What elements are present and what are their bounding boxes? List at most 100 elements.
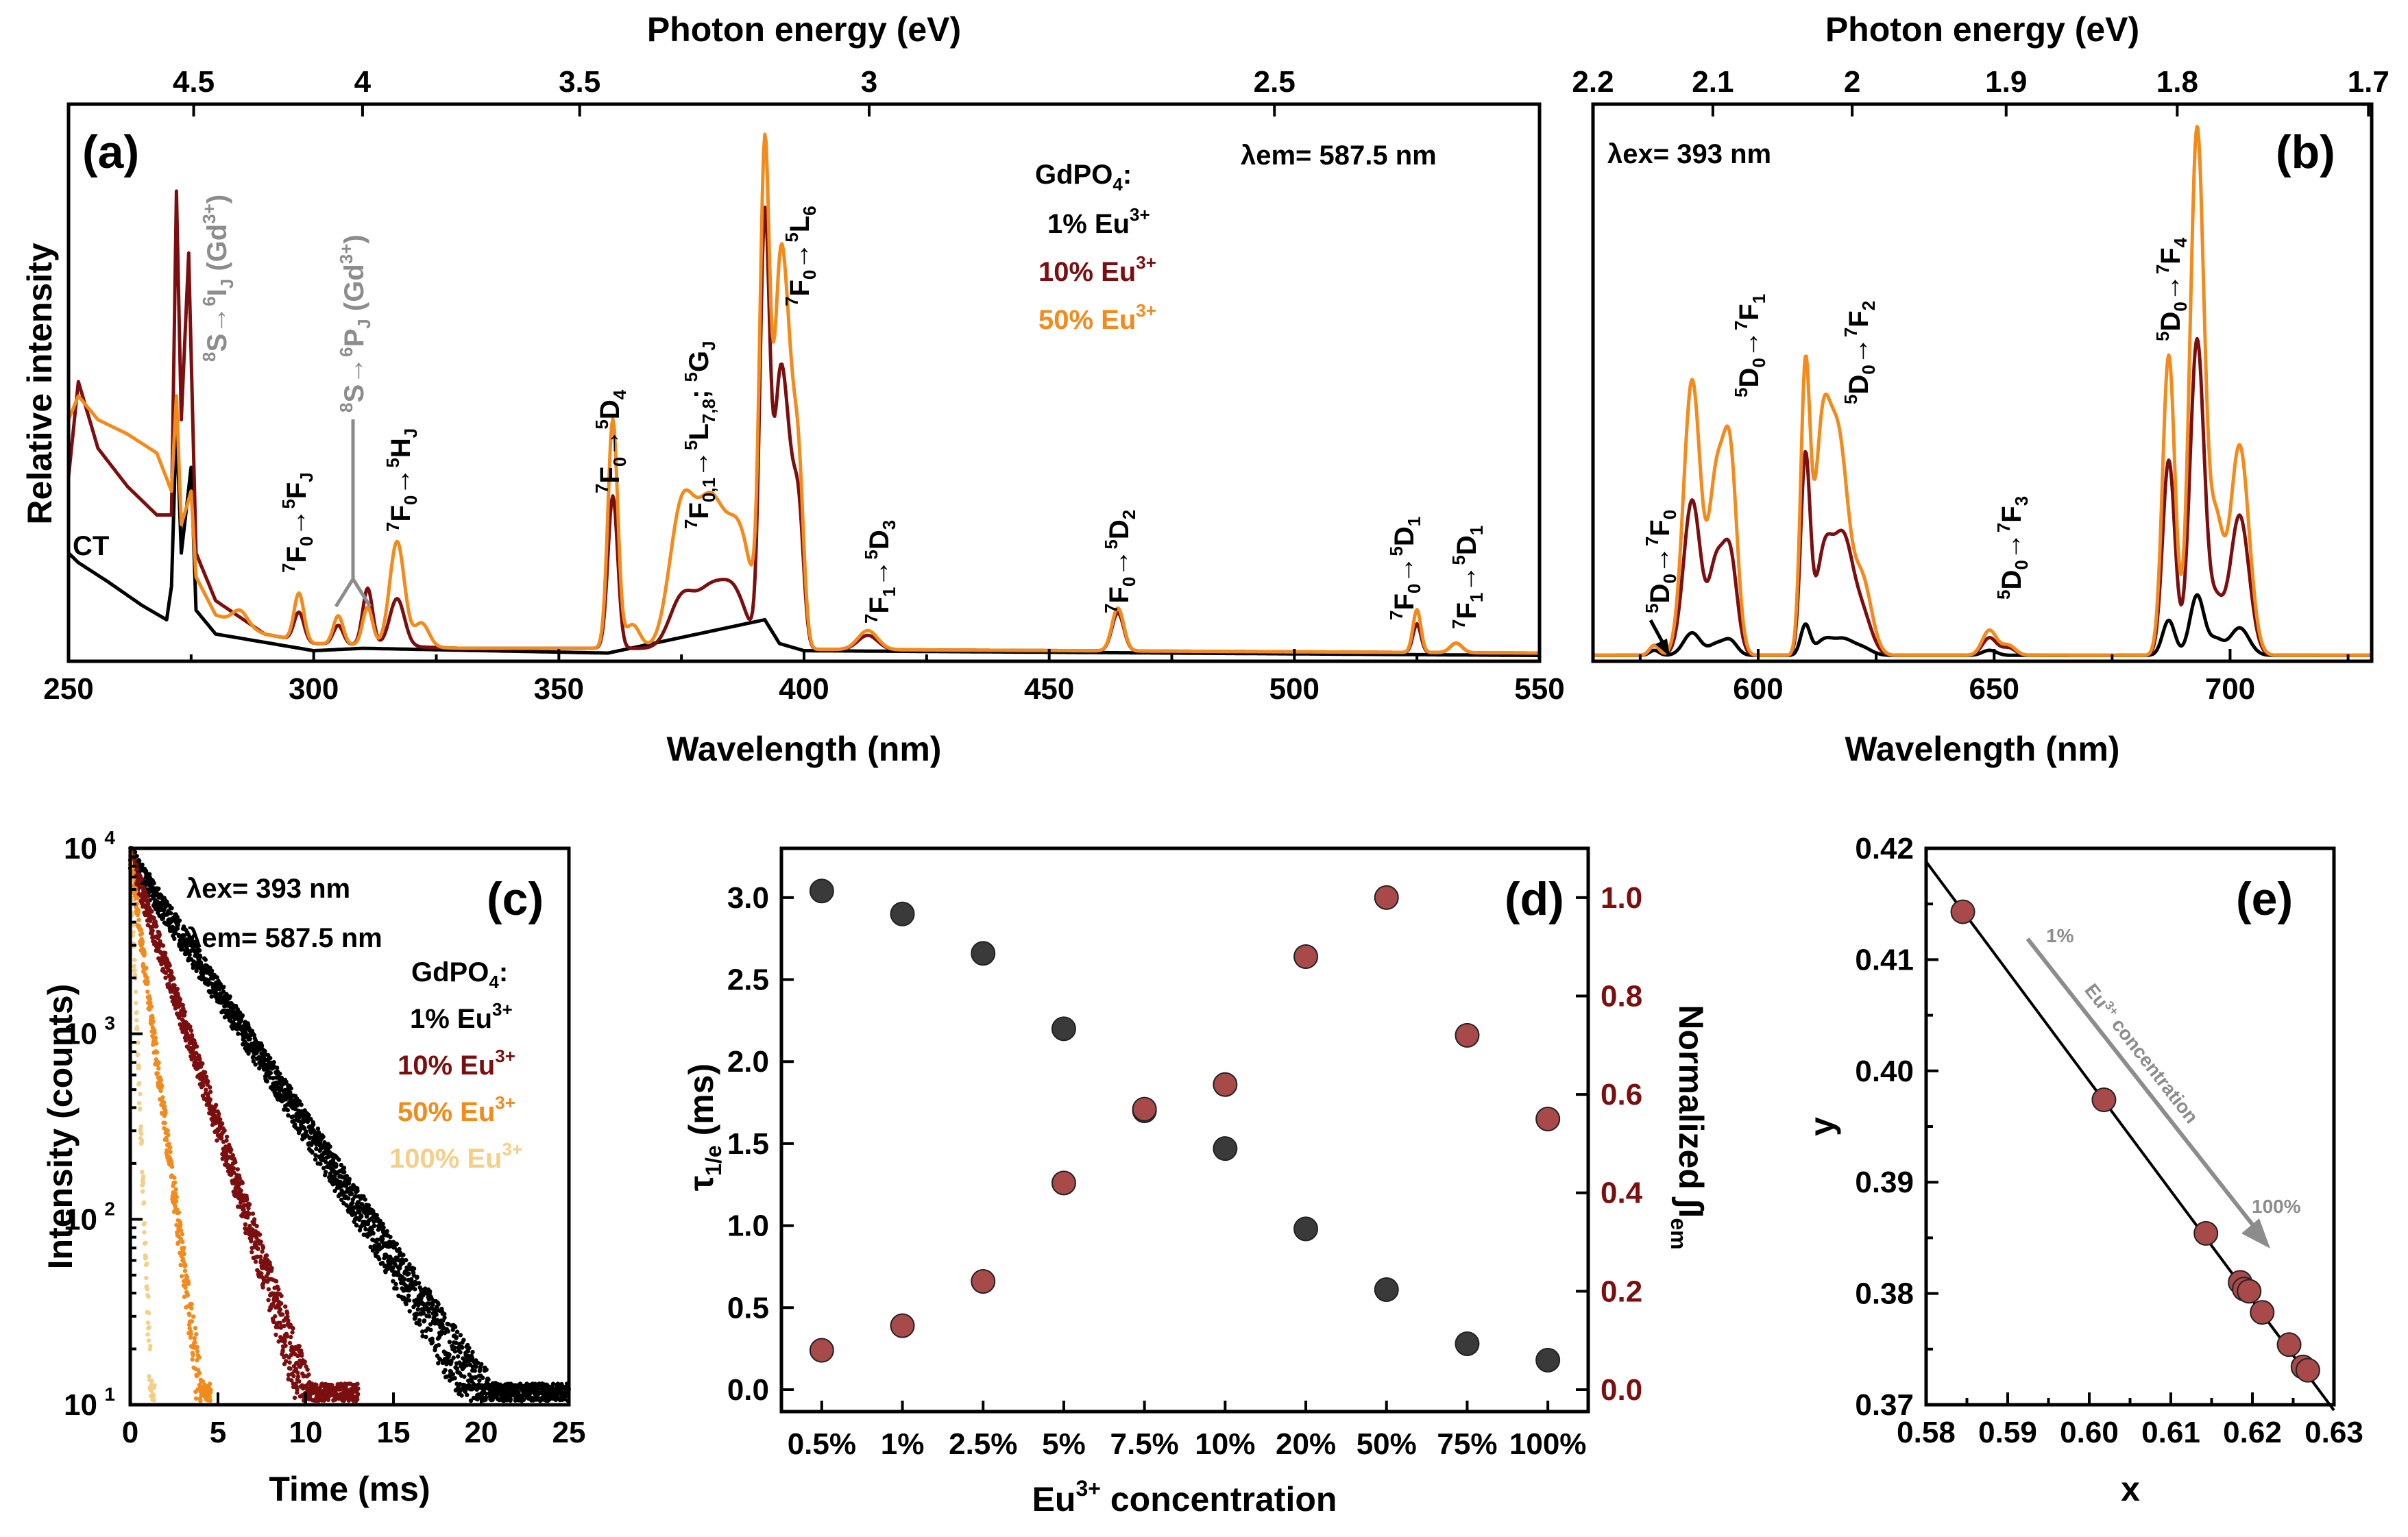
panel-a-xtick-label: 450 xyxy=(1024,672,1074,706)
panel-e-ticks: 0.58 0.59 0.60 0.61 0.62 0.63 0.37 0.38 0.39 0.40… xyxy=(1855,832,2363,1449)
decay-point xyxy=(411,1266,417,1271)
decay-point xyxy=(185,1293,190,1298)
decay-point xyxy=(306,1113,311,1118)
panel-a-toptick-label: 4 xyxy=(354,65,372,99)
decay-point xyxy=(285,1314,290,1319)
decay-point xyxy=(131,930,136,935)
decay-point xyxy=(453,1325,458,1329)
decay-point xyxy=(240,1181,245,1185)
panel-e-ytick-label: 0.39 xyxy=(1855,1166,1914,1199)
annotation-gd-6ij: 8S→6IJ (Gd3+) xyxy=(199,195,237,362)
decay-point xyxy=(157,932,162,937)
decay-point xyxy=(282,1323,287,1329)
panel-d-point xyxy=(1374,885,1399,910)
decay-point xyxy=(169,1164,175,1169)
panel-d-point xyxy=(809,878,834,904)
decay-point xyxy=(131,923,136,928)
decay-point xyxy=(197,1355,202,1360)
decay-point xyxy=(446,1329,450,1334)
decay-point xyxy=(219,1121,225,1126)
decay-point xyxy=(208,1381,212,1386)
decay-point xyxy=(278,1320,282,1325)
decay-point xyxy=(452,1376,457,1381)
annotation-7f0-5d2: 7F0→5D2 xyxy=(1101,510,1139,613)
decay-point xyxy=(328,1173,334,1178)
decay-point xyxy=(162,1100,167,1105)
decay-point xyxy=(274,1066,280,1070)
annotation-7f0-5hj: 7F0→5HJ xyxy=(382,428,421,532)
decay-point xyxy=(249,1235,254,1240)
decay-point xyxy=(416,1281,422,1286)
decay-point xyxy=(165,1128,170,1133)
annotation-7f0-5fj: 7F0→5FJ xyxy=(278,472,317,573)
decay-point xyxy=(380,1236,385,1242)
decay-point xyxy=(460,1345,465,1350)
decay-point xyxy=(433,1321,437,1326)
panel-a-label: (a) xyxy=(82,126,139,178)
decay-point xyxy=(200,1379,206,1384)
decay-point xyxy=(454,1329,460,1334)
decay-point xyxy=(186,1045,192,1050)
decay-point xyxy=(148,1000,153,1005)
decay-point xyxy=(136,859,142,863)
decay-point xyxy=(142,1200,147,1205)
panel-d-xtick-label: 7.5% xyxy=(1110,1427,1179,1461)
decay-point xyxy=(243,1031,248,1036)
decay-point xyxy=(411,1273,416,1278)
panel-a-top-axis-title: Photon energy (eV) xyxy=(647,10,961,49)
decay-point xyxy=(261,1281,266,1286)
decay-point xyxy=(289,1334,293,1340)
annotation-ct: CT xyxy=(73,531,109,561)
decay-point xyxy=(175,986,180,992)
decay-point xyxy=(299,1103,304,1107)
decay-point xyxy=(287,1340,293,1346)
panel-d: 0.5% 1% 2.5% 5% 7.5% 10% 20% 50% 75% 100% 0.0 0.5 1.… xyxy=(682,846,1710,1518)
panel-c-legend-50pct: 50% Eu3+ xyxy=(398,1092,515,1127)
panel-d-xtick-label: 5% xyxy=(1042,1427,1086,1461)
decay-point xyxy=(350,1201,355,1205)
decay-point xyxy=(375,1238,380,1242)
decay-point xyxy=(219,1135,224,1140)
panel-d-left-ytick-label: 2.0 xyxy=(727,1045,769,1079)
decay-point xyxy=(376,1242,382,1247)
panel-d-right-ytick-label: 0.2 xyxy=(1601,1275,1642,1308)
decay-point xyxy=(175,926,180,931)
decay-point xyxy=(450,1372,456,1377)
decay-point xyxy=(156,1060,161,1066)
panel-d-left-ytick-label: 1.0 xyxy=(727,1209,769,1243)
decay-point xyxy=(276,1287,281,1292)
decay-point xyxy=(162,1120,167,1126)
decay-point xyxy=(139,1131,144,1136)
panel-d-xtick-label: 100% xyxy=(1509,1427,1587,1461)
decay-point xyxy=(454,1366,459,1371)
decay-point xyxy=(339,1162,343,1168)
decay-point xyxy=(284,1311,290,1316)
decay-point xyxy=(189,1302,194,1307)
decay-point xyxy=(295,1370,300,1375)
decay-point xyxy=(259,1271,264,1276)
panel-e-ytick-label: 0.37 xyxy=(1855,1388,1914,1422)
decay-point xyxy=(187,1312,192,1318)
panel-d-point xyxy=(1455,1331,1480,1356)
decay-point xyxy=(147,996,152,1001)
panel-e-point xyxy=(2091,1087,2117,1113)
decay-point xyxy=(313,1153,318,1158)
panel-e-frame xyxy=(1924,846,2336,1407)
decay-point xyxy=(363,1227,368,1232)
decay-point xyxy=(253,1259,258,1264)
panel-d-point xyxy=(1455,1022,1480,1048)
decay-point xyxy=(477,1378,482,1383)
decay-point xyxy=(228,1172,234,1177)
decay-point xyxy=(404,1301,409,1307)
decay-point xyxy=(421,1311,426,1316)
panel-a-y-axis-title: Relative intensity xyxy=(21,243,59,524)
decay-point xyxy=(188,1331,193,1337)
decay-point xyxy=(268,1055,273,1061)
decay-point xyxy=(193,1325,198,1331)
decay-point xyxy=(313,1157,318,1162)
decay-point xyxy=(473,1375,478,1380)
decay-point xyxy=(345,1196,351,1201)
panel-b-toptick-label: 1.7 xyxy=(2348,65,2389,99)
decay-point xyxy=(160,1095,165,1100)
decay-point xyxy=(139,1138,145,1143)
